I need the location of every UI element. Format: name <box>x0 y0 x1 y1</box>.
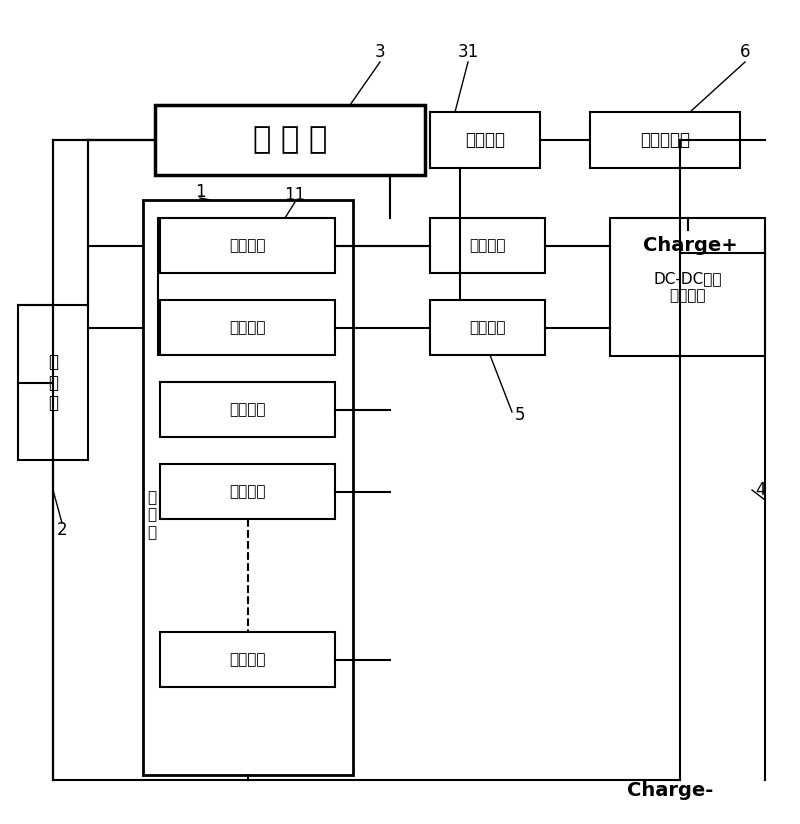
Text: 单体电池: 单体电池 <box>230 484 266 499</box>
Text: 温度传感器: 温度传感器 <box>640 131 690 149</box>
Text: Charge+: Charge+ <box>642 236 738 255</box>
Text: 单体电池: 单体电池 <box>230 238 266 253</box>
Text: 单体电池: 单体电池 <box>230 402 266 417</box>
Text: 上 位 机: 上 位 机 <box>253 125 327 155</box>
Bar <box>160 300 335 355</box>
Text: 显示模块: 显示模块 <box>465 131 505 149</box>
Text: 3: 3 <box>374 43 386 61</box>
Text: 单体电池: 单体电池 <box>230 320 266 335</box>
Text: 31: 31 <box>458 43 478 61</box>
Text: 开关电路: 开关电路 <box>470 320 506 335</box>
Bar <box>155 105 425 175</box>
Text: 单体电池: 单体电池 <box>230 652 266 667</box>
Bar <box>143 200 353 775</box>
Text: DC-DC直流
变换电路: DC-DC直流 变换电路 <box>654 271 722 303</box>
Bar <box>430 112 540 168</box>
Bar <box>160 632 335 687</box>
Bar <box>590 112 740 168</box>
Bar <box>610 218 765 356</box>
Text: Charge-: Charge- <box>627 780 713 799</box>
Text: 5: 5 <box>514 406 526 424</box>
Bar <box>160 218 335 273</box>
Text: 电
池
组: 电 池 组 <box>147 490 157 540</box>
Bar <box>430 300 545 355</box>
Bar <box>160 382 335 437</box>
Bar <box>430 218 545 273</box>
Text: 1: 1 <box>194 183 206 201</box>
Text: 11: 11 <box>284 186 306 204</box>
Text: 2: 2 <box>57 521 67 539</box>
Text: 6: 6 <box>740 43 750 61</box>
Text: 下
位
机: 下 位 机 <box>48 353 58 412</box>
Text: 开关电路: 开关电路 <box>470 238 506 253</box>
Bar <box>160 464 335 519</box>
Text: 4: 4 <box>754 481 766 499</box>
Bar <box>18 305 88 460</box>
